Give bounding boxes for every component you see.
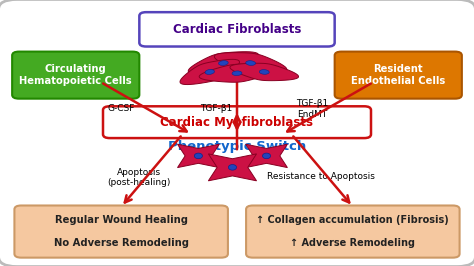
Polygon shape — [246, 144, 287, 168]
Text: Phenotypic Switch: Phenotypic Switch — [168, 140, 306, 153]
Ellipse shape — [259, 70, 269, 74]
Text: Apoptosis
(post-healing): Apoptosis (post-healing) — [108, 168, 171, 187]
Polygon shape — [214, 53, 287, 73]
Ellipse shape — [232, 71, 242, 76]
FancyBboxPatch shape — [246, 206, 460, 258]
Text: Regular Wound Healing

No Adverse Remodeling: Regular Wound Healing No Adverse Remodel… — [54, 215, 189, 248]
Text: Resistance to Apoptosis: Resistance to Apoptosis — [267, 172, 375, 181]
FancyBboxPatch shape — [335, 52, 462, 99]
Polygon shape — [188, 52, 258, 74]
FancyBboxPatch shape — [14, 206, 228, 258]
Text: Cardiac Fibroblasts: Cardiac Fibroblasts — [173, 23, 301, 36]
Polygon shape — [199, 64, 275, 82]
Text: Resident
Endothelial Cells: Resident Endothelial Cells — [351, 64, 446, 86]
Polygon shape — [230, 63, 299, 81]
FancyBboxPatch shape — [103, 106, 371, 138]
Text: G-CSF: G-CSF — [108, 104, 135, 113]
FancyBboxPatch shape — [139, 12, 335, 47]
Ellipse shape — [194, 153, 202, 159]
Polygon shape — [177, 144, 219, 168]
Text: TGF-β1: TGF-β1 — [201, 104, 233, 113]
Text: TGF-β1
EndMT: TGF-β1 EndMT — [296, 99, 328, 119]
Ellipse shape — [219, 61, 228, 65]
Ellipse shape — [263, 153, 271, 159]
Ellipse shape — [205, 69, 214, 74]
Text: Cardiac Myofibroblasts: Cardiac Myofibroblasts — [161, 116, 313, 129]
Text: ↑ Collagen accumulation (Fibrosis)

↑ Adverse Remodeling: ↑ Collagen accumulation (Fibrosis) ↑ Adv… — [256, 215, 449, 248]
FancyBboxPatch shape — [12, 52, 139, 99]
Ellipse shape — [228, 165, 237, 170]
Text: Circulating
Hematopoietic Cells: Circulating Hematopoietic Cells — [19, 64, 132, 86]
Ellipse shape — [246, 61, 255, 65]
Polygon shape — [180, 59, 239, 85]
Polygon shape — [209, 154, 256, 181]
